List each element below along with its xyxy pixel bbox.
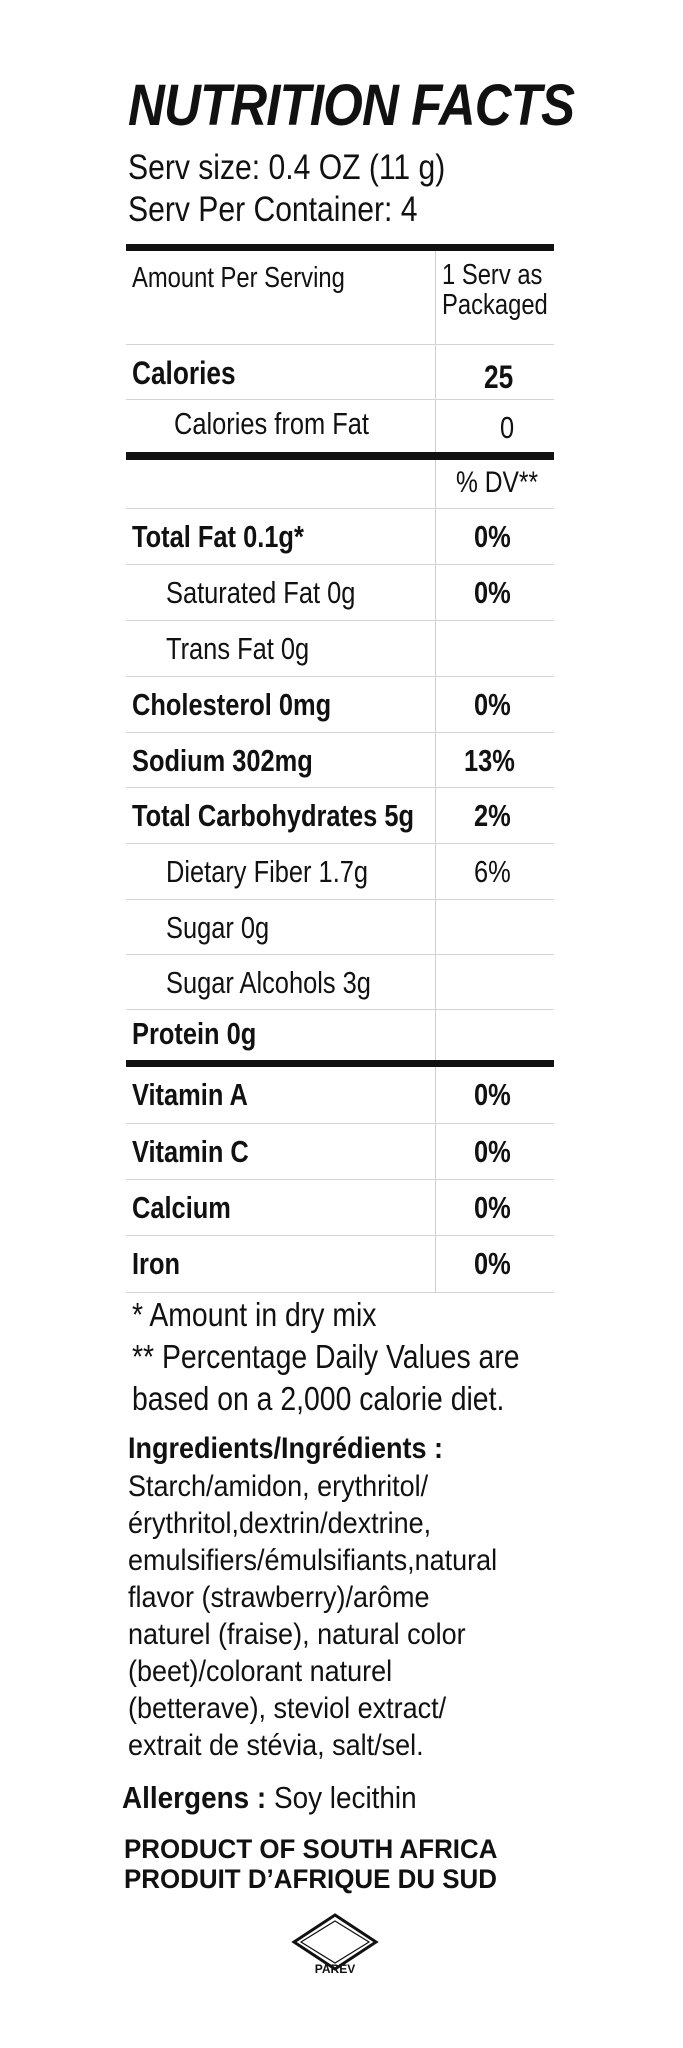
ingredients-line: emulsifiers/émulsifiants,natural bbox=[128, 1544, 498, 1577]
amount-per-serving-label: Amount Per Serving bbox=[132, 262, 345, 294]
nutrient-label: Trans Fat 0g bbox=[166, 631, 310, 666]
vitamin-dv: 0% bbox=[474, 1246, 511, 1281]
vitamin-row-c: Vitamin C 0% bbox=[126, 1124, 554, 1180]
origin-french: PRODUIT D’AFRIQUE DU SUD bbox=[124, 1864, 497, 1894]
vitamin-row-a: Vitamin A 0% bbox=[126, 1067, 554, 1124]
column-divider-lower bbox=[435, 1067, 436, 1293]
nutrient-label: Total Fat 0.1g* bbox=[132, 519, 304, 554]
calories-value: 25 bbox=[484, 359, 514, 395]
allergens: Allergens : Soy lecithin bbox=[122, 1780, 417, 1816]
calories-from-fat-row: Calories from Fat 0 bbox=[126, 400, 554, 452]
nutrient-dv: 6% bbox=[474, 854, 511, 889]
vitamin-row-iron: Iron 0% bbox=[126, 1236, 554, 1293]
vitamin-label: Vitamin C bbox=[132, 1134, 249, 1169]
nutrient-row-trans-fat: Trans Fat 0g bbox=[126, 621, 554, 677]
nutrient-row-sodium: Sodium 302mg 13% bbox=[126, 733, 554, 788]
footnote-dv-line1: ** Percentage Daily Values are bbox=[132, 1338, 520, 1375]
footnote-dv-line2: based on a 2,000 calorie diet. bbox=[132, 1380, 505, 1417]
lower-thick-rule bbox=[126, 1060, 554, 1067]
nutrient-label: Dietary Fiber 1.7g bbox=[166, 854, 369, 889]
nutrient-label: Sugar Alcohols 3g bbox=[166, 965, 371, 1000]
seal-caption: PAREV bbox=[314, 1962, 356, 1976]
nutrient-dv: 0% bbox=[474, 519, 511, 554]
calories-from-fat-label: Calories from Fat bbox=[174, 406, 369, 441]
servings-per-container: Serv Per Container: 4 bbox=[128, 190, 418, 229]
ingredients-line: naturel (fraise), natural color bbox=[128, 1618, 466, 1651]
vitamin-label: Calcium bbox=[132, 1190, 231, 1225]
vitamin-dv: 0% bbox=[474, 1134, 511, 1169]
serving-column-line1: 1 Serv as bbox=[442, 259, 543, 291]
origin-english: PRODUCT OF SOUTH AFRICA bbox=[124, 1834, 498, 1864]
nutrient-label: Protein 0g bbox=[132, 1016, 257, 1051]
ingredients-line: Starch/amidon, erythritol/ bbox=[128, 1470, 429, 1503]
top-thick-rule bbox=[126, 244, 554, 251]
dv-header: % DV** bbox=[456, 466, 539, 499]
calories-row: Calories 25 bbox=[126, 345, 554, 400]
calories-from-fat-value: 0 bbox=[500, 410, 515, 445]
calories-label: Calories bbox=[132, 355, 236, 391]
ingredients-line: (betterave), steviol extract/ bbox=[128, 1692, 447, 1725]
nutrient-dv: 13% bbox=[464, 743, 515, 778]
nutrient-row-dietary-fiber: Dietary Fiber 1.7g 6% bbox=[126, 844, 554, 900]
ingredients-line: flavor (strawberry)/arôme bbox=[128, 1581, 430, 1614]
serving-column-header: 1 Serv as Packaged bbox=[442, 260, 548, 320]
header-row bbox=[126, 251, 554, 345]
nutrient-dv: 0% bbox=[474, 575, 511, 610]
vitamin-label: Vitamin A bbox=[132, 1077, 248, 1112]
nutrient-label: Sodium 302mg bbox=[132, 743, 313, 778]
footnote-dry-mix: * Amount in dry mix bbox=[132, 1296, 377, 1333]
nutrient-row-saturated-fat: Saturated Fat 0g 0% bbox=[126, 565, 554, 621]
nutrient-row-total-carbohydrates: Total Carbohydrates 5g 2% bbox=[126, 788, 554, 844]
title: NUTRITION FACTS bbox=[128, 73, 575, 138]
middle-thick-rule bbox=[126, 452, 554, 460]
serving-size: Serv size: 0.4 OZ (11 g) bbox=[128, 148, 446, 187]
column-divider-upper bbox=[435, 251, 436, 452]
ingredients-line: (beet)/colorant naturel bbox=[128, 1655, 393, 1688]
allergens-value: Soy lecithin bbox=[273, 1780, 417, 1815]
nutrient-row-sugar-alcohols: Sugar Alcohols 3g bbox=[126, 955, 554, 1010]
vitamin-label: Iron bbox=[132, 1246, 181, 1281]
nutrient-label: Sugar 0g bbox=[166, 910, 270, 945]
ingredients-line: extrait de stévia, salt/sel. bbox=[128, 1729, 424, 1762]
vitamin-dv: 0% bbox=[474, 1077, 511, 1112]
nutrient-dv: 0% bbox=[474, 687, 511, 722]
nutrient-row-protein: Protein 0g bbox=[126, 1010, 554, 1060]
nutrient-row-cholesterol: Cholesterol 0mg 0% bbox=[126, 677, 554, 733]
nutrient-row-sugar: Sugar 0g bbox=[126, 900, 554, 955]
serving-column-line2: Packaged bbox=[442, 289, 548, 321]
column-divider-middle bbox=[435, 460, 436, 1060]
vitamin-dv: 0% bbox=[474, 1190, 511, 1225]
nutrient-dv: 2% bbox=[474, 798, 511, 833]
kosher-seal-icon bbox=[291, 1913, 379, 1971]
dv-header-row: % DV** bbox=[126, 460, 554, 509]
vitamin-row-calcium: Calcium 0% bbox=[126, 1180, 554, 1236]
nutrient-label: Cholesterol 0mg bbox=[132, 687, 332, 722]
nutrient-label: Saturated Fat 0g bbox=[166, 575, 356, 610]
ingredients-line: érythritol,dextrin/dextrine, bbox=[128, 1507, 432, 1540]
ingredients-title: Ingredients/Ingrédients : bbox=[128, 1432, 444, 1465]
allergens-label: Allergens : bbox=[122, 1780, 267, 1815]
nutrient-label: Total Carbohydrates 5g bbox=[132, 798, 415, 833]
nutrient-row-total-fat: Total Fat 0.1g* 0% bbox=[126, 509, 554, 565]
